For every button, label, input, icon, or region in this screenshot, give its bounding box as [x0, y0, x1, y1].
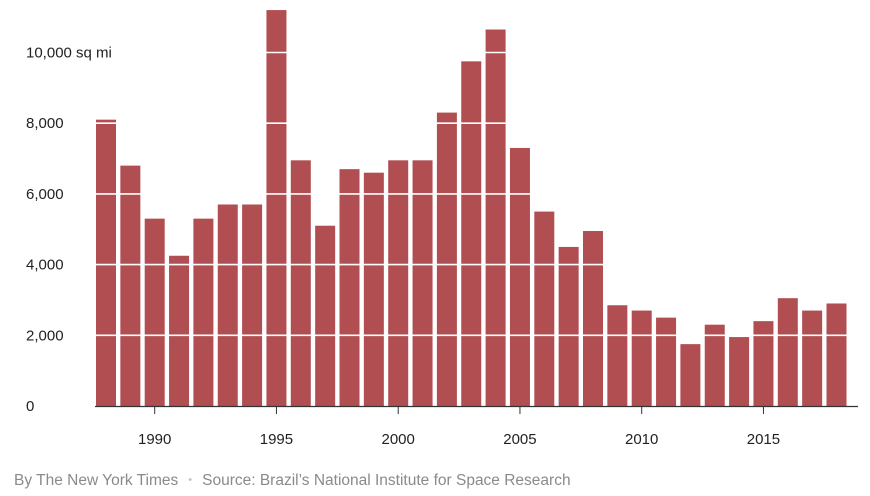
- bar-2005: [509, 147, 530, 406]
- y-tick-label-10000: 10,000 sq mi: [26, 45, 112, 62]
- y-tick-label-0: 0: [26, 398, 34, 415]
- bar-1995: [266, 10, 287, 407]
- bar-2000: [388, 160, 409, 406]
- bar-1988: [96, 119, 116, 407]
- y-tick-label-8000: 8,000: [26, 115, 64, 132]
- bar-1999: [363, 172, 384, 406]
- gridlines: [95, 51, 858, 337]
- bar-2017: [802, 310, 823, 406]
- x-tick-label-2000: 2000: [382, 431, 415, 448]
- x-tick-label-1990: 1990: [138, 431, 171, 448]
- bar-2002: [436, 112, 457, 406]
- bar-1996: [290, 160, 311, 406]
- source-note: Source: Brazil’s National Institute for …: [202, 472, 571, 489]
- bar-2016: [777, 298, 798, 406]
- bar-1994: [242, 204, 263, 406]
- y-tick-label-2000: 2,000: [26, 327, 64, 344]
- chart-credit: By The New York Times • Source: Brazil’s N…: [14, 472, 571, 490]
- y-tick-label-6000: 6,000: [26, 186, 64, 203]
- bar-1991: [169, 255, 190, 406]
- y-tick-label-4000: 4,000: [26, 257, 64, 274]
- x-axis-ticks: 1990 1995 2000 2005 2010 2015: [138, 406, 780, 448]
- bar-1992: [193, 218, 214, 406]
- x-tick-label-2005: 2005: [503, 431, 536, 448]
- bar-1989: [120, 165, 141, 406]
- bar-1997: [315, 225, 336, 406]
- bar-1990: [144, 218, 165, 406]
- bar-2009: [607, 305, 628, 406]
- x-tick-label-1995: 1995: [260, 431, 293, 448]
- byline: By The New York Times: [14, 472, 179, 489]
- bar-1998: [339, 169, 360, 406]
- x-tick-label-2015: 2015: [747, 431, 780, 448]
- bar-2015: [753, 321, 774, 406]
- bar-2013: [704, 324, 725, 406]
- bar-2010: [631, 310, 652, 406]
- bar-2004: [485, 29, 506, 407]
- bar-2007: [558, 246, 579, 406]
- bar-2008: [583, 231, 603, 406]
- separator-dot: •: [188, 474, 193, 486]
- bar-2014: [729, 337, 750, 406]
- bars-group: [96, 10, 847, 407]
- bar-2011: [656, 317, 677, 407]
- x-tick-label-2010: 2010: [625, 431, 658, 448]
- bar-2001: [412, 160, 433, 406]
- y-axis-ticks: 0 2,000 4,000 6,000 8,000 10,000 sq mi: [26, 45, 112, 416]
- bar-2003: [461, 61, 482, 407]
- bar-1993: [217, 204, 238, 406]
- bar-2006: [534, 211, 555, 406]
- bar-2012: [680, 344, 701, 406]
- bar-2018: [826, 303, 847, 406]
